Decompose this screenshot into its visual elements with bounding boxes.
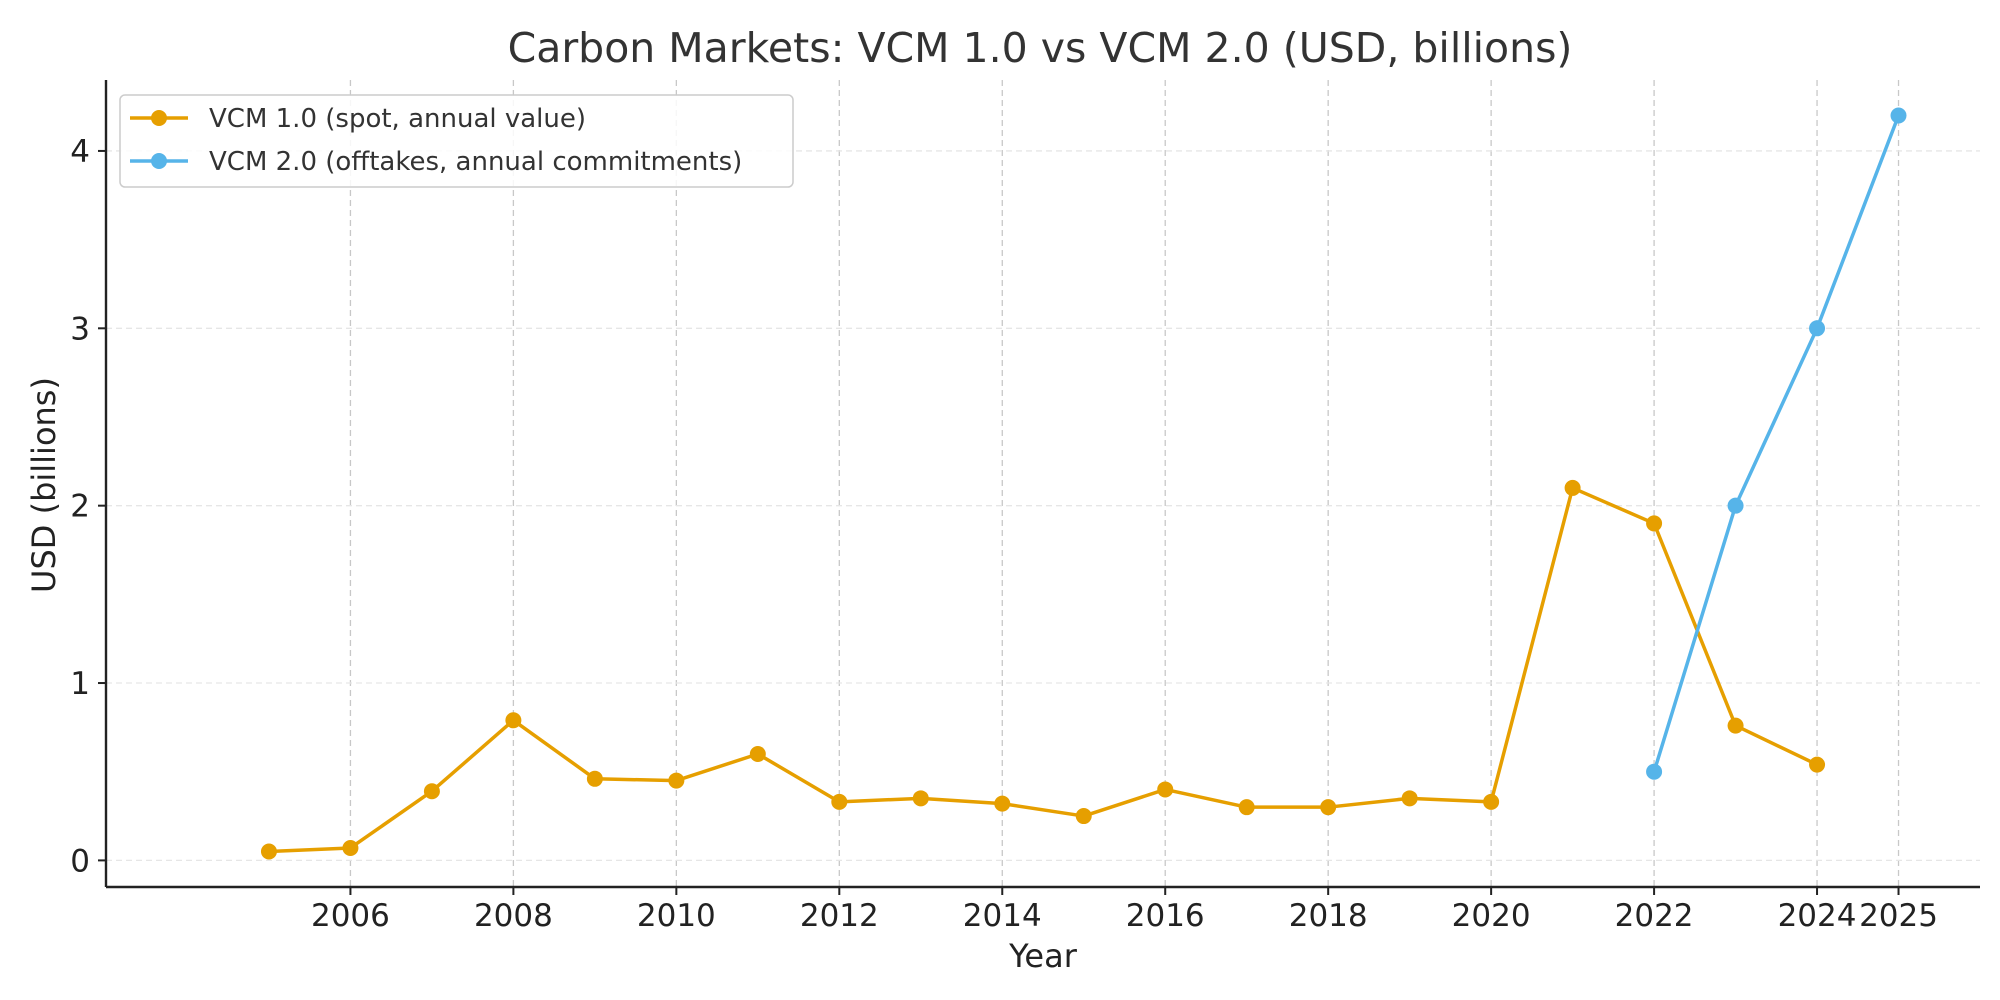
x-tick-label: 2008 [474, 898, 553, 934]
data-point [342, 839, 359, 856]
data-point [586, 770, 603, 787]
data-point [1075, 808, 1092, 825]
x-tick-label: 2012 [800, 898, 879, 934]
x-tick-label: 2022 [1615, 898, 1694, 934]
series-line [268, 486, 1818, 854]
data-point [1401, 790, 1418, 807]
x-tick-label: 2018 [1289, 898, 1368, 934]
data-point [1646, 763, 1663, 780]
legend: VCM 1.0 (spot, annual value) VCM 2.0 (of… [119, 94, 794, 188]
x-tick-label: 2010 [637, 898, 716, 934]
x-tick-label: 2025 [1859, 898, 1938, 934]
series-line [1652, 114, 1901, 773]
data-point [1564, 479, 1581, 496]
data-point [1809, 756, 1826, 773]
data-point [912, 790, 929, 807]
y-tick-label: 0 [70, 843, 90, 879]
series-1 [260, 479, 1826, 860]
data-point [831, 793, 848, 810]
data-point [1890, 107, 1907, 124]
x-tick-label: 2024 [1778, 898, 1857, 934]
chart-title: Carbon Markets: VCM 1.0 vs VCM 2.0 (USD,… [508, 24, 1573, 72]
legend-marker-vcm1 [151, 110, 167, 126]
data-point [1809, 320, 1826, 337]
legend-label-vcm2: VCM 2.0 (offtakes, annual commitments) [209, 147, 742, 177]
y-tick-label: 3 [70, 311, 90, 347]
series [260, 107, 1907, 860]
x-axis-label: Year [1008, 937, 1078, 975]
data-point [1646, 515, 1663, 532]
legend-box [119, 94, 794, 188]
data-point [1238, 799, 1255, 816]
data-point [749, 745, 766, 762]
y-axis-label: USD (billions) [25, 377, 63, 593]
y-tick-label: 1 [70, 666, 90, 702]
data-point [1727, 717, 1744, 734]
data-point [1157, 781, 1174, 798]
data-point [994, 795, 1011, 812]
legend-label-vcm1: VCM 1.0 (spot, annual value) [209, 104, 586, 134]
x-tick-label: 2006 [311, 898, 390, 934]
grid [106, 80, 1980, 887]
data-point [260, 843, 277, 860]
data-point [1320, 799, 1337, 816]
x-tick-label: 2014 [963, 898, 1042, 934]
y-tick-label: 4 [70, 134, 90, 170]
data-point [668, 772, 685, 789]
y-tick-label: 2 [70, 489, 90, 525]
data-point [505, 712, 522, 729]
y-ticks: 0 1 2 3 4 [70, 134, 106, 879]
data-point [423, 783, 440, 800]
x-tick-label: 2020 [1452, 898, 1531, 934]
x-tick-label: 2016 [1126, 898, 1205, 934]
axes [104, 80, 1980, 889]
data-point [1483, 793, 1500, 810]
legend-marker-vcm2 [151, 153, 167, 169]
x-ticks: 2006 2008 2010 2012 2014 2016 2018 2020 2022 2024… [311, 887, 1938, 934]
data-point [1727, 497, 1744, 514]
series-2 [1646, 107, 1907, 780]
